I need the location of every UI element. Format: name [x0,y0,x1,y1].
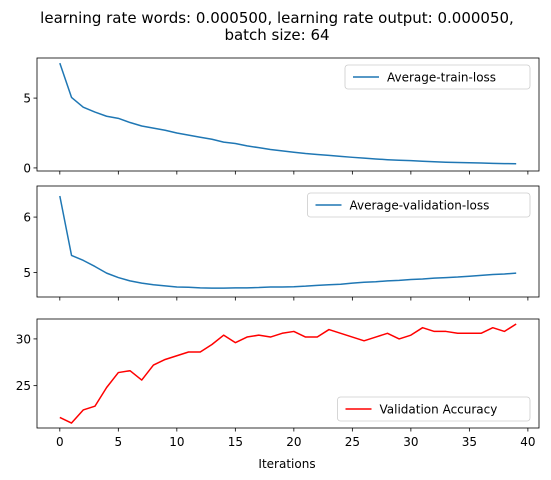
axes-frame [36,185,540,298]
figure-title-line2: batch size: 64 [224,26,329,44]
legend: Average-validation-loss [307,192,531,218]
axes-frame [36,318,540,429]
legend-box [344,64,531,90]
y-tick-label: 25 [16,379,31,393]
legend-label: Validation Accuracy [380,403,498,417]
y-tick-label: 5 [23,92,31,106]
series-line-1-1 [59,62,517,165]
x-tick-label: 15 [228,435,243,449]
x-tick-label: 35 [462,435,477,449]
x-tick-label: 10 [169,435,184,449]
legend-label: Average-validation-loss [350,199,490,213]
x-tick-label: 0 [56,435,64,449]
x-axis-label: Iterations [258,457,315,471]
legend-box [307,192,531,218]
legend: Validation Accuracy [337,396,531,422]
series-line-3-1 [59,323,517,424]
figure-title-line1: learning rate words: 0.000500, learning … [40,9,514,27]
subplot-2: 5 6 Average-validation-loss [23,185,540,301]
y-tick-label: 5 [23,266,31,280]
legend: Average-train-loss [344,64,531,90]
legend-box [337,396,531,422]
x-tick-label: 5 [115,435,123,449]
axes-frame [36,57,540,172]
y-tick-label: 0 [23,161,31,175]
x-tick-label: 20 [286,435,301,449]
series-line-2-1 [59,195,517,289]
subplot-1: 0 5 Average-train-loss [23,57,540,175]
y-tick-label: 6 [23,211,31,225]
subplot-3: 25 30 0 5 10 15 20 25 30 35 40 Validation Accuracy [16,318,540,449]
subplots: 0 5 Average-train-loss 5 6 Average-validation… [16,57,540,449]
x-tick-label: 30 [403,435,418,449]
x-tick-label: 40 [520,435,535,449]
x-tick-label: 25 [345,435,360,449]
y-tick-label: 30 [16,332,31,346]
legend-label: Average-train-loss [387,71,496,85]
